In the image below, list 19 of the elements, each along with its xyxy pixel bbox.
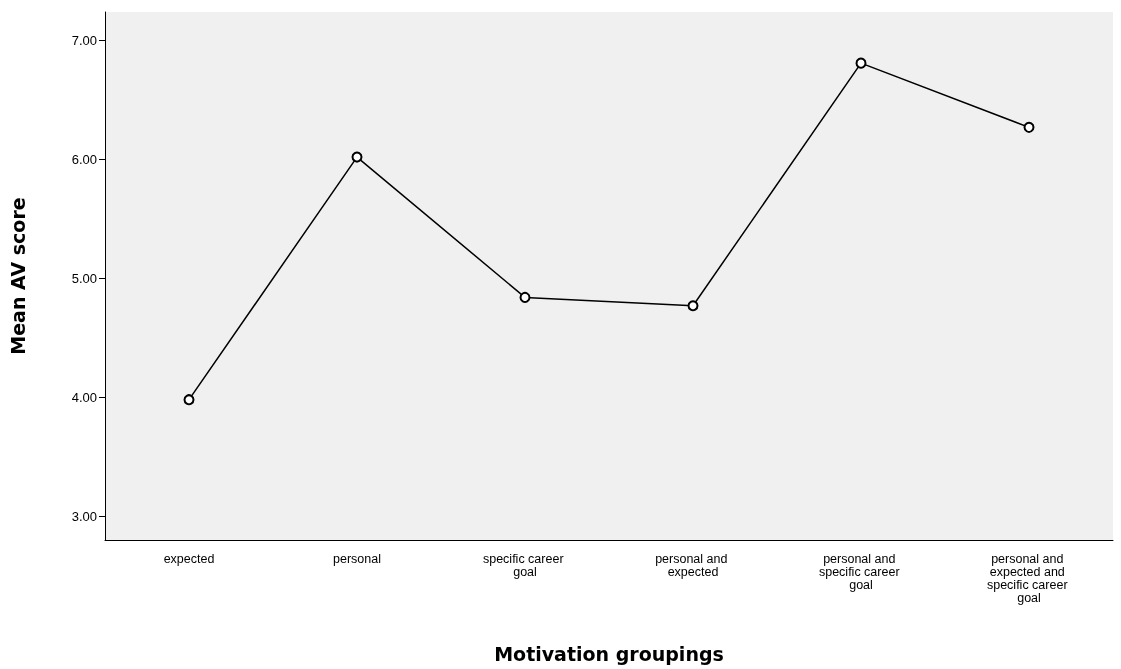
x-tick-label: expected	[163, 551, 215, 566]
x-tick-label: personal and specific career goal	[818, 551, 904, 592]
point	[687, 300, 699, 312]
y-axis-title: Mean AV score	[6, 197, 29, 355]
y-tick-label: 5.00	[71, 270, 97, 286]
x-tick-label: specific career goal	[482, 551, 568, 579]
point	[519, 291, 531, 303]
x-axis-title: Motivation groupings	[494, 642, 724, 665]
point	[855, 57, 867, 69]
x-tick-label: personal and expected	[655, 551, 731, 579]
point	[351, 151, 363, 163]
y-tick-label: 4.00	[71, 389, 97, 405]
y-tick-label: 6.00	[71, 151, 97, 167]
y-tick-label: 3.00	[71, 508, 97, 524]
x-tick-label: personal	[333, 551, 381, 566]
point	[1023, 121, 1035, 133]
y-tick-label: 7.00	[71, 33, 97, 49]
x-tick-label: personal and expected and specific career goal	[986, 551, 1072, 605]
point	[183, 394, 195, 406]
